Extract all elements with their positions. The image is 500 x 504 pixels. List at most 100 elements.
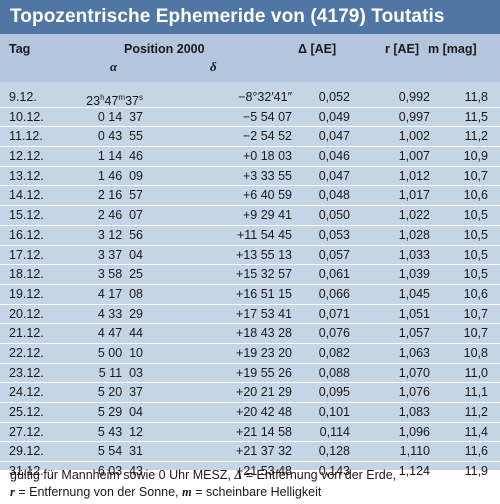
cell-right-ascension: 4 47 44 [97,326,143,341]
cell-declination: +9 29 41 [242,208,292,223]
footnote-text: = Entfernung von der Erde, [242,468,397,482]
cell-date: 18.12. [9,267,44,282]
cell-right-ascension: 4 17 08 [97,286,143,301]
cell-distance-sun: 1,051 [398,306,430,321]
cell-declination: +20 21 29 [236,385,292,400]
cell-declination: +3 33 55 [242,168,292,183]
cell-distance-sun: 1,063 [398,345,430,360]
cell-magnitude: 11,2 [464,405,488,419]
table-header: Tag Position 2000 α δ Δ [AE] r [AE] m [m… [0,34,500,82]
cell-distance-sun: 1,002 [398,129,430,144]
cell-right-ascension: 1 46 09 [97,168,143,183]
cell-declination: −5 54 07 [242,109,292,124]
table-row: 9.12. 23h47m37s −8°32′41″ 0,052 0,992 11,8 [0,88,500,108]
header-distance-earth: Δ [AE] [298,42,337,56]
cell-distance-sun: 1,057 [398,326,430,341]
cell-distance-sun: 0,992 [398,90,430,104]
cell-date: 16.12. [9,227,44,242]
cell-distance-earth: 0,095 [318,385,350,400]
cell-magnitude: 10,6 [463,188,488,203]
cell-date: 15.12. [9,208,44,223]
ephemeris-table: Topozentrische Ephemeride von (4179) Tou… [0,0,500,479]
cell-distance-sun: 1,110 [399,444,430,459]
footnote-line-1: gültig für Mannheim sowie 0 Uhr MESZ, Δ … [10,467,495,484]
cell-distance-earth: 0,128 [318,444,350,459]
cell-magnitude: 10,9 [463,149,488,164]
cell-declination: +15 32 57 [236,267,292,282]
cell-declination: +16 51 15 [236,286,292,301]
cell-distance-sun: 1,012 [398,168,430,183]
cell-declination: +0 18 03 [242,149,292,164]
cell-declination: +19 55 26 [236,365,292,380]
cell-date: 20.12. [9,306,44,321]
cell-magnitude: 10,7 [463,306,488,321]
cell-magnitude: 11,5 [464,109,488,124]
cell-declination: +21 14 58 [236,424,292,439]
cell-date: 10.12. [9,109,44,124]
cell-distance-sun: 1,028 [398,227,430,242]
cell-right-ascension: 5 43 12 [97,424,143,439]
footnote-symbol: Δ [234,468,243,482]
table-body: 9.12. 23h47m37s −8°32′41″ 0,052 0,992 11,8 10.… [0,88,500,482]
cell-distance-sun: 1,007 [398,149,430,164]
cell-declination: +21 53 48 [236,464,292,479]
cell-declination: +6 40 59 [242,188,292,203]
cell-magnitude: 10,5 [463,267,488,282]
cell-magnitude: 10,5 [463,227,488,242]
cell-right-ascension: 3 12 56 [97,227,143,242]
cell-distance-earth: 0,071 [318,306,350,321]
cell-date: 25.12. [9,405,44,419]
cell-right-ascension: 2 46 07 [97,208,143,223]
cell-right-ascension: 5 54 31 [97,444,143,459]
cell-distance-sun: 1,045 [398,286,430,301]
cell-distance-earth: 0,101 [318,405,350,419]
cell-declination: +17 53 41 [236,306,292,321]
cell-distance-earth: 0,049 [318,109,350,124]
cell-right-ascension: 4 33 29 [97,306,143,321]
cell-right-ascension: 5 00 10 [97,345,143,360]
table-footnote: gültig für Mannheim sowie 0 Uhr MESZ, Δ … [10,467,495,501]
cell-date: 22.12. [9,345,44,360]
cell-distance-sun: 1,096 [398,424,430,439]
cell-date: 21.12. [9,326,44,341]
table-row: 17.12. 3 37 04 +13 55 13 0,057 1,033 10,5 [0,246,500,266]
cell-distance-sun: 1,017 [398,188,430,203]
table-row: 19.12. 4 17 08 +16 51 15 0,066 1,045 10,6 [0,285,500,305]
cell-date: 11.12. [9,129,43,144]
cell-magnitude: 10,5 [463,247,488,262]
cell-distance-earth: 0,114 [319,424,350,439]
cell-date: 14.12. [9,188,44,203]
table-row: 11.12. 0 43 55 −2 54 52 0,047 1,002 11,2 [0,127,500,148]
cell-distance-sun: 0,997 [398,109,430,124]
cell-right-ascension: 2 16 57 [97,188,143,203]
cell-declination: −2 54 52 [242,129,292,144]
header-delta-dec: δ [210,59,217,74]
header-tag: Tag [9,42,31,56]
cell-right-ascension: 5 29 04 [97,405,143,419]
cell-distance-earth: 0,061 [318,267,350,282]
cell-distance-sun: 1,033 [398,247,430,262]
cell-right-ascension: 5 20 37 [97,385,143,400]
cell-date: 31.12. [9,464,44,479]
cell-magnitude: 10,5 [463,208,488,223]
cell-magnitude: 11,2 [464,129,488,144]
cell-distance-earth: 0,057 [318,247,350,262]
cell-right-ascension: 6 03 43 [97,464,143,479]
cell-magnitude: 10,7 [463,326,488,341]
footnote-text: gültig für Mannheim sowie 0 Uhr MESZ, [10,468,235,482]
cell-distance-earth: 0,052 [318,90,350,104]
table-row: 27.12. 5 43 12 +21 14 58 0,114 1,096 11,4 [0,423,500,443]
table-title: Topozentrische Ephemeride von (4179) Tou… [0,0,500,34]
cell-distance-earth: 0,076 [318,326,350,341]
table-row: 14.12. 2 16 57 +6 40 59 0,048 1,017 10,6 [0,186,500,207]
table-row: 25.12. 5 29 04 +20 42 48 0,101 1,083 11,2 [0,403,500,423]
cell-declination: −8°32′41″ [238,90,292,104]
cell-right-ascension: 23h47m37s [86,93,143,109]
table-row: 22.12. 5 00 10 +19 23 20 0,082 1,063 10,8 [0,344,500,364]
table-row: 12.12. 1 14 46 +0 18 03 0,046 1,007 10,9 [0,147,500,167]
cell-distance-earth: 0,053 [318,227,350,242]
cell-date: 19.12. [9,286,44,301]
table-row: 21.12. 4 47 44 +18 43 28 0,076 1,057 10,7 [0,324,500,344]
cell-distance-earth: 0,047 [318,168,350,183]
table-row: 23.12. 5 11 03 +19 55 26 0,088 1,070 11,0 [0,364,500,384]
